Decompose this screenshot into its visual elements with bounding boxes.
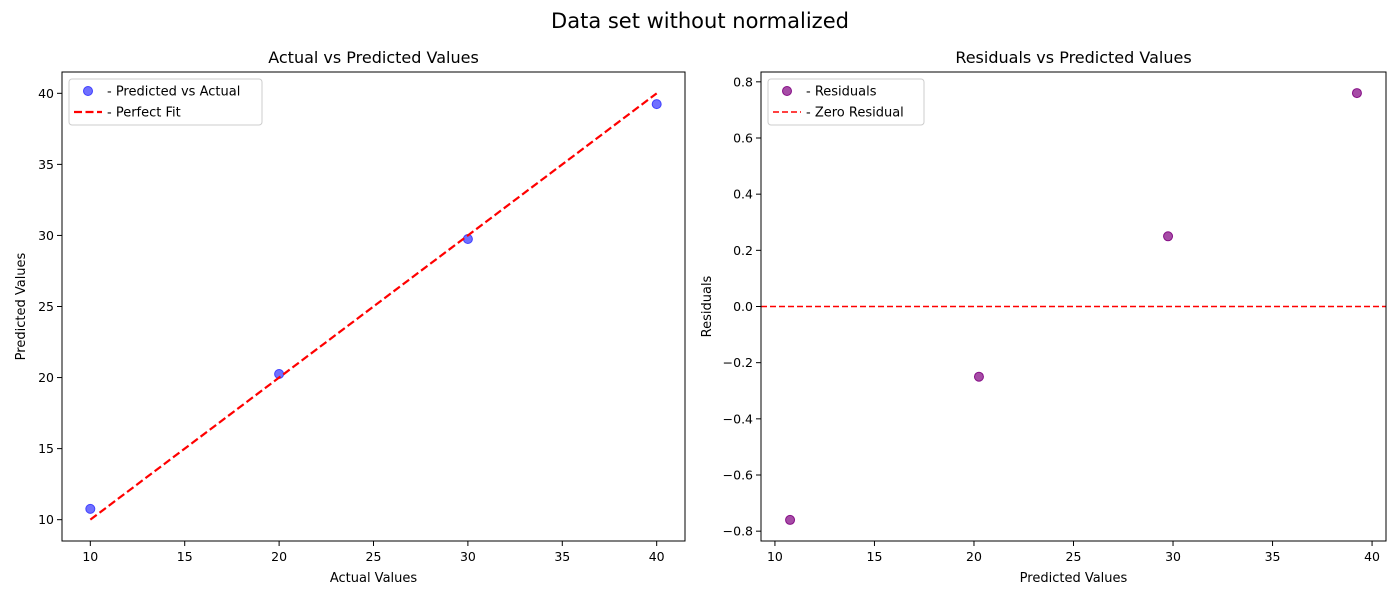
chart1-xtick-label-2: 20 [966, 549, 982, 564]
chart1-xlabel: Predicted Values [1020, 571, 1128, 586]
chart1-ytick-label-6: 0.4 [733, 187, 753, 202]
chart0-xtick-label-2: 20 [271, 549, 287, 564]
chart0-point-0 [85, 503, 96, 514]
chart1-point-0 [785, 514, 796, 525]
chart1-legend-label-0: - Residuals [806, 85, 877, 100]
chart1-ytick-label-3: −0.2 [723, 355, 753, 370]
chart1-ytick-label-0: −0.8 [723, 524, 753, 539]
chart0-legend-box [68, 78, 263, 126]
chart1-title: Residuals vs Predicted Values [955, 48, 1191, 67]
chart1-point-2 [1163, 231, 1174, 242]
chart0-ytick-label-2: 20 [38, 370, 54, 385]
chart1-legend-marker-0 [782, 86, 792, 96]
chart0-xtick-label-0: 10 [82, 549, 98, 564]
chart0-legend: - Predicted vs Actual - Perfect Fit [68, 78, 263, 126]
chart0-ytick-label-3: 25 [38, 299, 54, 314]
chart1-xtick-label-1: 15 [867, 549, 883, 564]
chart0-series-1 [89, 92, 658, 521]
chart1-xtick-label-6: 40 [1364, 549, 1380, 564]
chart1-ytick-label-4: 0.0 [733, 299, 753, 314]
chart0-xtick-label-3: 25 [366, 549, 382, 564]
chart0-series-0 [85, 99, 662, 514]
chart0-perfect-fit-line [89, 92, 658, 521]
chart1-ytick-label-1: −0.6 [723, 468, 753, 483]
chart0-xtick-label-4: 30 [460, 549, 476, 564]
chart1-xtick-label-4: 30 [1165, 549, 1181, 564]
chart0-ylabel: Predicted Values [14, 252, 29, 360]
chart0-xlabel: Actual Values [330, 571, 418, 586]
chart1-point-1 [973, 371, 984, 382]
chart-residuals-vs-predicted: Residuals vs Predicted Values 10 15 20 25 30 3… [700, 48, 1387, 586]
chart0-point-3 [651, 99, 662, 110]
chart0-xtick-label-6: 40 [649, 549, 665, 564]
chart0-legend-label-0: - Predicted vs Actual [107, 85, 240, 100]
chart1-legend-label-1: - Zero Residual [806, 106, 904, 121]
chart1-legend-box [767, 78, 925, 126]
chart1-xtick-label-3: 25 [1066, 549, 1082, 564]
chart0-ytick-label-0: 10 [38, 512, 54, 527]
chart0-ytick-label-6: 40 [38, 86, 54, 101]
chart1-xtick-label-0: 10 [767, 549, 783, 564]
chart1-ytick-label-5: 0.2 [733, 243, 753, 258]
chart1-series-0 [785, 88, 1362, 525]
chart0-legend-marker-0 [83, 86, 93, 96]
chart1-ytick-label-2: −0.4 [723, 411, 753, 426]
chart1-ylabel: Residuals [700, 275, 715, 337]
chart1-ytick-label-7: 0.6 [733, 130, 753, 145]
chart0-title: Actual vs Predicted Values [268, 48, 479, 67]
chart1-ytick-label-8: 0.8 [733, 74, 753, 89]
chart0-ytick-label-4: 30 [38, 228, 54, 243]
chart-actual-vs-predicted: Actual vs Predicted Values 10 15 20 25 30 35 40… [14, 48, 686, 586]
chart0-ytick-label-5: 35 [38, 157, 54, 172]
chart1-legend: - Residuals - Zero Residual [767, 78, 925, 126]
chart0-ytick-label-1: 15 [38, 441, 54, 456]
chart0-xtick-label-5: 35 [554, 549, 570, 564]
chart0-xtick-label-1: 15 [177, 549, 193, 564]
chart0-legend-label-1: - Perfect Fit [107, 106, 181, 121]
figure-title: Data set without normalized [551, 9, 849, 33]
chart1-xtick-label-5: 35 [1265, 549, 1281, 564]
chart1-point-3 [1351, 88, 1362, 99]
